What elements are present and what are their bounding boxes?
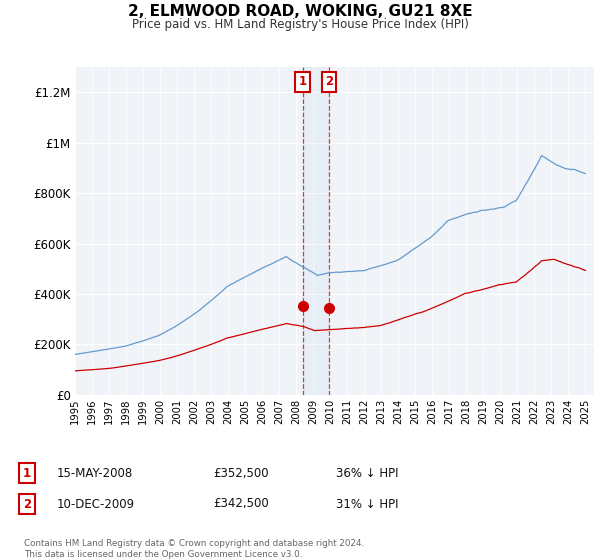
Text: 36% ↓ HPI: 36% ↓ HPI (336, 466, 398, 480)
Text: 1: 1 (298, 76, 307, 88)
Text: 15-MAY-2008: 15-MAY-2008 (57, 466, 133, 480)
Text: Price paid vs. HM Land Registry's House Price Index (HPI): Price paid vs. HM Land Registry's House … (131, 18, 469, 31)
Text: £342,500: £342,500 (213, 497, 269, 511)
Text: 2, ELMWOOD ROAD, WOKING, GU21 8XE: 2, ELMWOOD ROAD, WOKING, GU21 8XE (128, 4, 472, 19)
Text: 2: 2 (325, 76, 333, 88)
Text: 31% ↓ HPI: 31% ↓ HPI (336, 497, 398, 511)
Text: 1: 1 (23, 466, 31, 480)
Legend: 2, ELMWOOD ROAD, WOKING, GU21 8XE (detached house), HPI: Average price, detached: 2, ELMWOOD ROAD, WOKING, GU21 8XE (detac… (29, 414, 403, 451)
Text: 2: 2 (23, 497, 31, 511)
Text: 10-DEC-2009: 10-DEC-2009 (57, 497, 135, 511)
Text: Contains HM Land Registry data © Crown copyright and database right 2024.
This d: Contains HM Land Registry data © Crown c… (24, 539, 364, 559)
Text: £352,500: £352,500 (213, 466, 269, 480)
Bar (302, 67, 329, 395)
